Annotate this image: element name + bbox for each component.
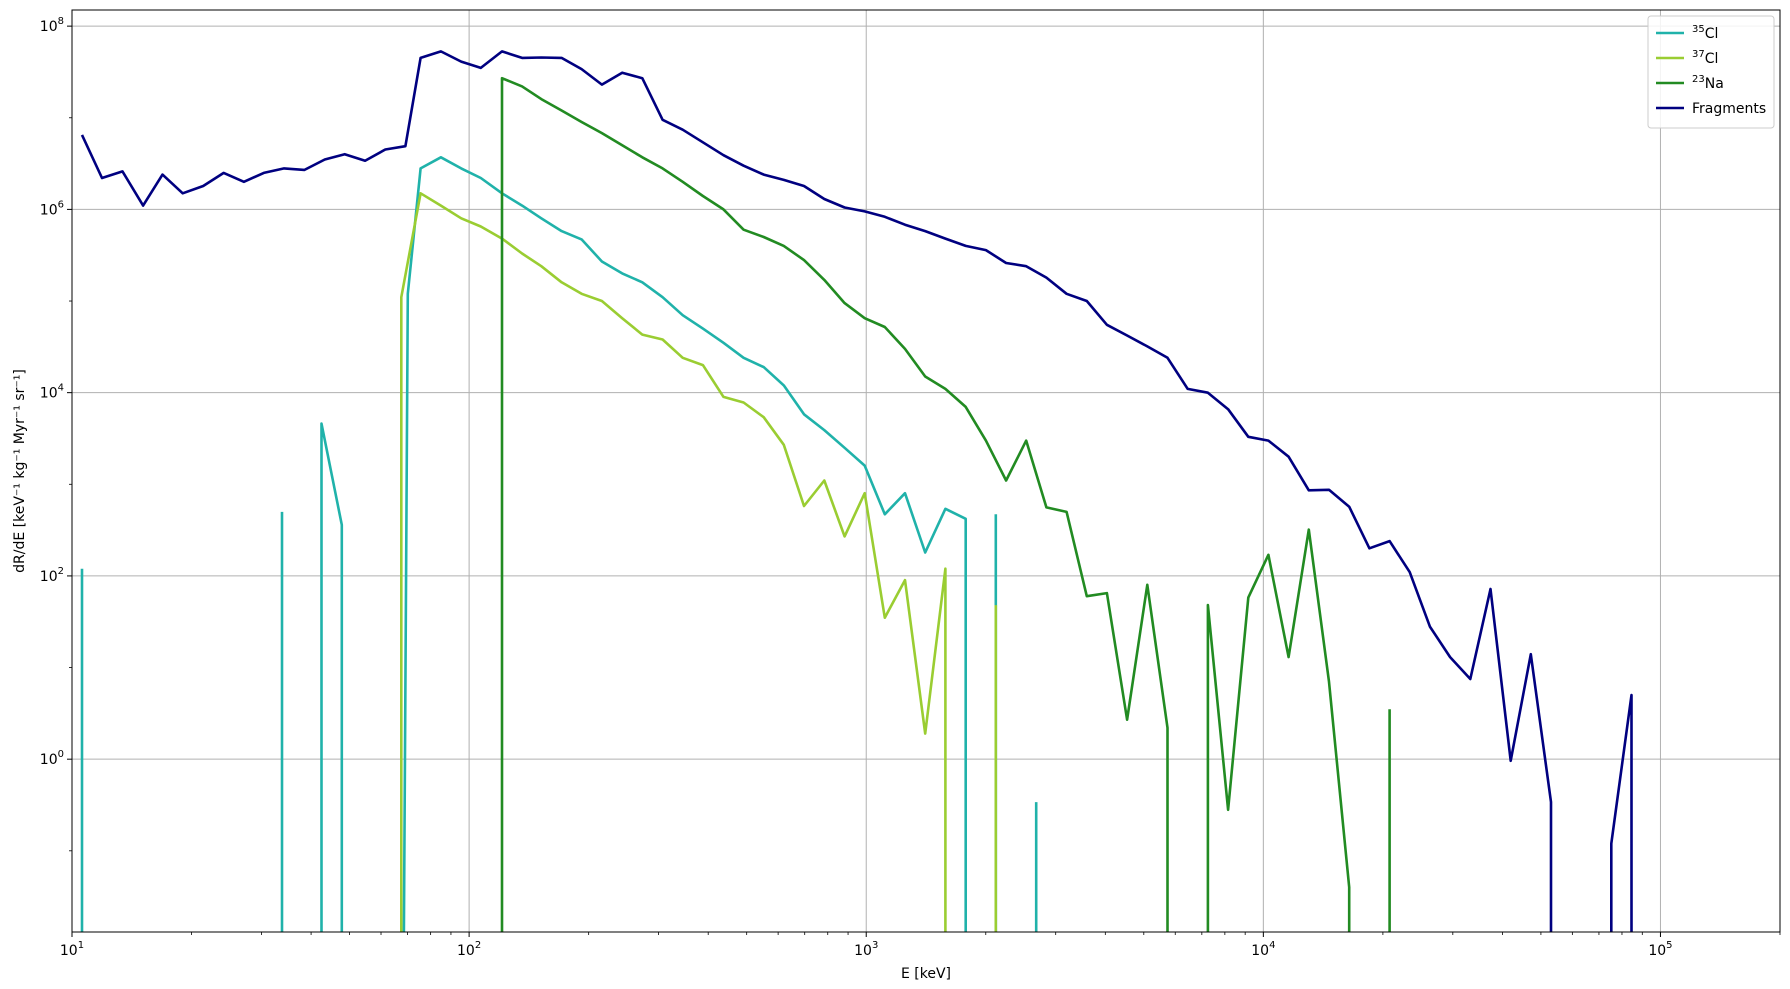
- series-line-segment: [1610, 693, 1633, 932]
- y-tick-label: 102: [40, 566, 64, 585]
- x-tick-label: 105: [1648, 940, 1672, 959]
- series-23na: [500, 76, 1391, 932]
- legend-entry: 23Na: [1692, 74, 1724, 92]
- y-axis-label: dR/dE [keV⁻¹ kg⁻¹ Myr⁻¹ sr⁻¹]: [12, 369, 28, 573]
- legend-entry: 37Cl: [1692, 49, 1718, 67]
- series-line-segment: [320, 422, 344, 932]
- plot-frame: [71, 9, 1781, 933]
- x-tick-label: 101: [60, 940, 84, 959]
- legend: 35Cl 37Cl 23Na Fragments: [1647, 15, 1775, 129]
- series-line-segment: [1206, 528, 1351, 932]
- series-line-segment: [80, 50, 1553, 932]
- y-tick-label: 108: [40, 16, 64, 35]
- x-tick-label: 102: [457, 940, 481, 959]
- legend-box: [1647, 15, 1775, 129]
- legend-entry: Fragments: [1692, 101, 1766, 117]
- legend-entry: 35Cl: [1692, 24, 1718, 42]
- series-group: [80, 50, 1633, 933]
- y-tick-label: 106: [40, 199, 64, 218]
- axis-ticks: 101 102 103 104 105 100 102 104 106 108: [40, 16, 1781, 959]
- series-37cl: [399, 192, 998, 932]
- x-tick-label: 104: [1251, 940, 1275, 959]
- series-fragments: [80, 50, 1633, 932]
- x-axis-label: E [keV]: [901, 966, 951, 982]
- series-line-segment: [399, 192, 947, 932]
- series-35cl: [80, 156, 1038, 933]
- series-line-segment: [402, 156, 968, 933]
- series-line-segment: [500, 76, 1169, 932]
- x-tick-label: 103: [854, 940, 878, 959]
- y-tick-label: 100: [40, 749, 64, 768]
- y-tick-label: 104: [40, 383, 64, 402]
- grid: [71, 10, 1780, 932]
